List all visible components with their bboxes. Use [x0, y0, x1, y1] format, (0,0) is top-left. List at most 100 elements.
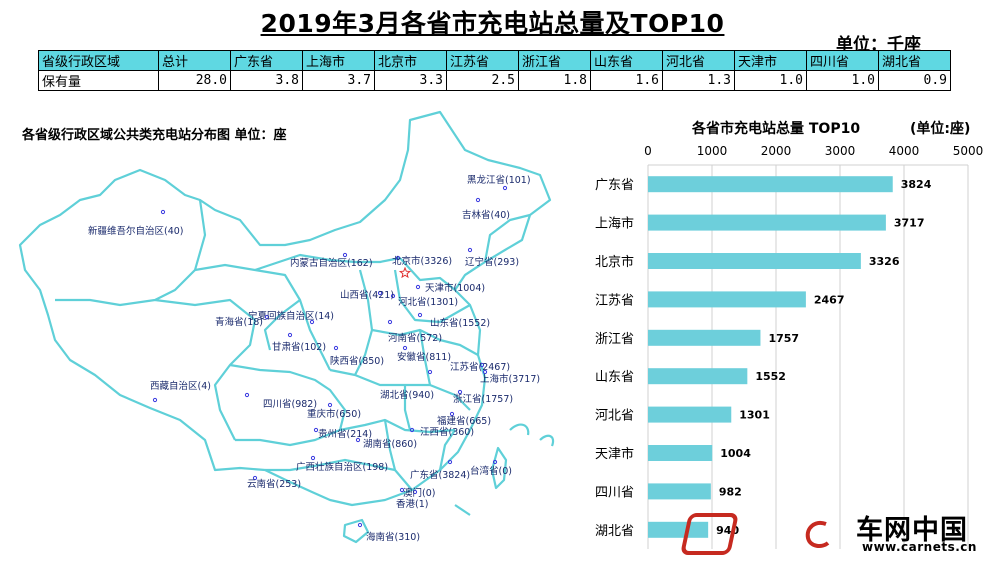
category-label: 广东省 — [595, 178, 634, 193]
map-dot — [309, 319, 315, 325]
map-dot — [502, 185, 508, 191]
map-label: 辽宁省(293) — [465, 256, 519, 268]
bar — [648, 253, 861, 269]
x-tick-label: 4000 — [889, 144, 920, 158]
data-label: 3717 — [894, 217, 925, 230]
map-label: 安徽省(811) — [397, 351, 451, 363]
map-dot — [412, 489, 418, 495]
data-label: 2467 — [814, 293, 845, 306]
map-dot — [252, 475, 258, 481]
value-cell: 1.8 — [518, 70, 591, 91]
map-dot — [327, 402, 333, 408]
map-label: 陕西省(850) — [330, 355, 384, 367]
map-label: 福建省(665) — [437, 415, 491, 427]
data-label: 3326 — [869, 255, 900, 268]
bar — [648, 214, 886, 231]
bar — [648, 368, 748, 385]
map-dot — [355, 437, 361, 443]
value-cell: 28.0 — [158, 70, 231, 91]
map-dot — [479, 362, 485, 368]
x-tick-label: 2000 — [761, 144, 792, 158]
x-tick-label: 0 — [644, 144, 652, 158]
province-border — [393, 269, 471, 324]
chart-unit: (单位:座) — [910, 121, 971, 137]
header-cell: 广东省 — [230, 50, 303, 71]
bar — [648, 445, 713, 461]
map-label: 西藏自治区(4) — [150, 380, 211, 392]
province-border — [371, 328, 479, 356]
map-dot — [342, 252, 348, 258]
data-label: 1004 — [720, 447, 751, 460]
map-dots — [152, 185, 508, 528]
value-cell: 1.0 — [806, 70, 879, 91]
category-label: 湖北省 — [595, 524, 634, 539]
map-label: 新疆维吾尔自治区(40) — [88, 225, 184, 237]
category-label: 北京市 — [595, 254, 634, 270]
bar — [648, 521, 709, 538]
summary-header-row: 省级行政区域 总计 广东省 上海市 北京市 江苏省 浙江省 山东省 河北省 天津… — [38, 50, 951, 71]
category-label: 上海市 — [595, 216, 634, 232]
province-border — [235, 428, 341, 447]
header-cell: 河北省 — [662, 50, 735, 71]
map-dot — [409, 427, 415, 433]
map-label: 贵州省(214) — [318, 428, 372, 440]
province-border — [383, 419, 413, 491]
data-label: 1301 — [739, 409, 770, 422]
map-label: 海南省(310) — [366, 531, 420, 543]
province-border — [55, 199, 207, 307]
map-label: 台湾省(0) — [470, 465, 512, 477]
data-label: 1757 — [768, 332, 799, 345]
map-dot — [402, 345, 408, 351]
carnets-logo-icon — [681, 513, 830, 555]
map-label: 四川省(982) — [263, 398, 317, 410]
header-cell: 北京市 — [374, 50, 447, 71]
map-label: 北京市(3326) — [392, 255, 452, 267]
map-label: 青海省(18) — [215, 316, 263, 328]
map-dot — [387, 319, 393, 325]
bar — [648, 176, 893, 193]
south-sea-mark — [454, 504, 471, 516]
value-cell: 3.7 — [302, 70, 375, 91]
page-title: 2019年3月各省市充电站总量及TOP10 — [260, 9, 725, 38]
map-dot — [152, 397, 158, 403]
map-label: 澳门(0) — [403, 487, 435, 499]
map-label: 上海市(3717) — [480, 373, 540, 385]
hainan-border — [342, 518, 370, 544]
map-dot — [447, 459, 453, 465]
province-border — [329, 368, 430, 387]
map-dot — [310, 455, 316, 461]
value-cell: 0.9 — [878, 70, 951, 91]
map-dot — [415, 284, 421, 290]
capital-star-icon — [398, 266, 412, 279]
header-cell: 省级行政区域 — [38, 50, 159, 71]
map-dot — [449, 411, 455, 417]
map-dot — [390, 293, 396, 299]
south-sea-mark — [509, 423, 530, 436]
map-label: 吉林省(40) — [462, 209, 510, 221]
category-label: 江苏省 — [595, 292, 634, 308]
map-label: 湖北省(940) — [380, 389, 434, 401]
category-label: 河北省 — [595, 409, 634, 424]
value-cell: 1.6 — [590, 70, 663, 91]
map-dot — [333, 345, 339, 351]
map-label: 宁夏回族自治区(14) — [248, 310, 334, 322]
map-labels: 黑龙江省(101) 吉林省(40) 辽宁省(293) 新疆维吾尔自治区(40) 内蒙古自… — [88, 174, 540, 543]
province-border — [403, 385, 412, 431]
category-label: 天津市 — [595, 446, 634, 462]
china-border — [18, 110, 552, 507]
data-label: 1552 — [755, 370, 786, 383]
province-border — [194, 263, 331, 371]
value-cell: 1.3 — [662, 70, 735, 91]
header-cell: 山东省 — [590, 50, 663, 71]
map-dot — [313, 427, 319, 433]
map-dot — [377, 290, 383, 296]
map-label: 湖南省(860) — [363, 438, 417, 450]
map-label: 云南省(253) — [247, 478, 301, 490]
map-label: 广西壮族自治区(198) — [296, 461, 388, 473]
map-label: 黑龙江省(101) — [467, 174, 531, 186]
map-dot — [357, 522, 363, 528]
map-label: 香港(1) — [396, 498, 428, 510]
province-border — [265, 458, 396, 472]
province-border — [339, 418, 456, 434]
map-dot — [427, 369, 433, 375]
